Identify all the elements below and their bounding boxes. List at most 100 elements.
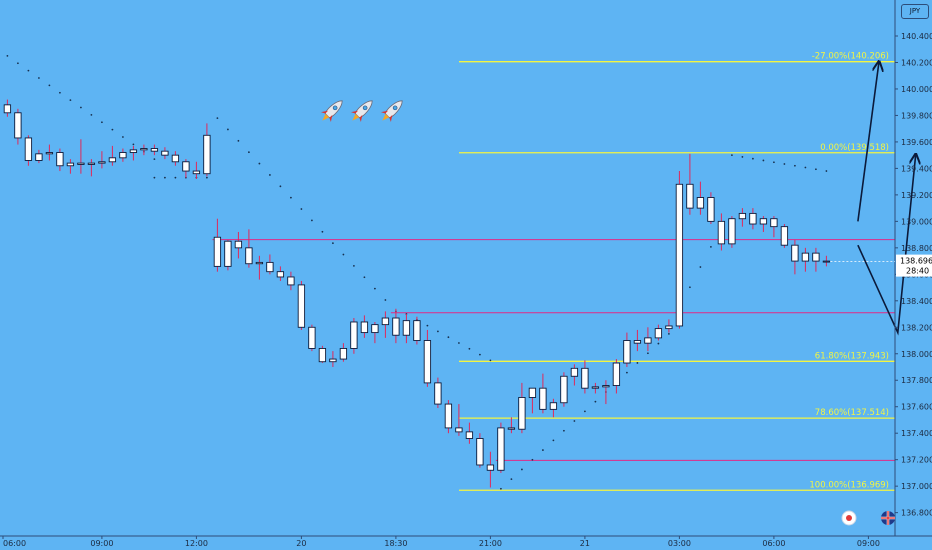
candle-body[interactable] <box>182 161 190 172</box>
candle-body[interactable] <box>696 197 705 209</box>
candle-body[interactable] <box>255 261 264 265</box>
price-tick-label: 140.000 <box>901 85 932 94</box>
candle-body[interactable] <box>329 358 337 363</box>
candle-body[interactable] <box>581 367 589 389</box>
drawn-arrow[interactable] <box>857 62 879 222</box>
price-tick-label: 137.800 <box>901 376 932 385</box>
candle-body[interactable] <box>297 284 306 328</box>
candle-body[interactable] <box>392 317 400 336</box>
candle-body[interactable] <box>245 247 253 265</box>
candle-body[interactable] <box>140 148 148 151</box>
candle-body[interactable] <box>171 154 180 163</box>
candle-body[interactable] <box>203 134 211 175</box>
flag-icon[interactable] <box>881 511 895 525</box>
candle-body[interactable] <box>675 183 684 327</box>
candle-body[interactable] <box>623 340 631 364</box>
candle-body[interactable] <box>770 218 778 228</box>
candle-body[interactable] <box>801 252 810 262</box>
price-tick-label: 137.200 <box>901 456 932 465</box>
drawn-arrow[interactable] <box>857 155 916 336</box>
candle-body[interactable] <box>476 438 484 466</box>
candle-body[interactable] <box>528 387 537 398</box>
candle-body[interactable] <box>549 402 558 410</box>
candle-body[interactable] <box>318 348 327 363</box>
rocket-fin <box>389 114 393 123</box>
candle-body[interactable] <box>56 152 64 167</box>
candle-body[interactable] <box>14 112 22 139</box>
candle-body[interactable] <box>360 321 369 334</box>
candle-body[interactable] <box>371 324 379 334</box>
candle-body[interactable] <box>77 162 85 165</box>
candle-body[interactable] <box>749 212 757 225</box>
rocket-window <box>392 105 398 111</box>
sar-dot <box>594 400 597 403</box>
candle-body[interactable] <box>602 385 610 388</box>
candle-body[interactable] <box>759 218 768 225</box>
candle-body[interactable] <box>266 261 274 273</box>
candle-body[interactable] <box>507 427 516 430</box>
candle-body[interactable] <box>738 212 747 220</box>
candle-body[interactable] <box>308 326 316 349</box>
sar-dot <box>710 245 712 248</box>
candle-body[interactable] <box>45 152 54 155</box>
price-tick-label: 140.400 <box>901 32 932 41</box>
candle-body[interactable] <box>539 387 547 410</box>
record-icon[interactable] <box>841 510 857 526</box>
candle-body[interactable] <box>350 321 358 349</box>
candle-body[interactable] <box>413 320 421 341</box>
candle-body[interactable] <box>465 431 474 439</box>
sar-dot <box>59 91 61 94</box>
candle-body[interactable] <box>87 162 96 165</box>
candle-body[interactable] <box>339 348 348 360</box>
candle-body[interactable] <box>644 337 652 344</box>
candle-body[interactable] <box>791 244 799 262</box>
candle-body[interactable] <box>192 170 201 175</box>
sar-dot <box>794 164 796 167</box>
candle-body[interactable] <box>35 153 43 161</box>
candle-body[interactable] <box>381 317 390 326</box>
candle-body[interactable] <box>717 220 726 245</box>
candle-body[interactable] <box>66 162 75 167</box>
price-tick-label: 139.800 <box>901 111 932 120</box>
candle-body[interactable] <box>455 427 463 433</box>
candle-body[interactable] <box>108 157 117 163</box>
candle-body[interactable] <box>560 375 568 404</box>
candle-body[interactable] <box>633 340 642 344</box>
candle-body[interactable] <box>150 148 159 152</box>
candle-body[interactable] <box>812 252 820 262</box>
candle-body[interactable] <box>570 367 579 377</box>
candle-body[interactable] <box>518 397 526 430</box>
candle-body[interactable] <box>224 240 232 267</box>
candle-body[interactable] <box>402 320 411 336</box>
candle-body[interactable] <box>444 403 453 429</box>
candle-body[interactable] <box>213 236 222 267</box>
candle-body[interactable] <box>434 382 442 405</box>
candle-body[interactable] <box>612 362 621 386</box>
candle-body[interactable] <box>129 149 138 153</box>
candle-body[interactable] <box>287 276 295 286</box>
candle-body[interactable] <box>707 197 715 222</box>
candle-body[interactable] <box>591 386 600 389</box>
candle-body[interactable] <box>497 427 505 471</box>
sar-dot <box>552 439 555 442</box>
sar-dot <box>500 487 502 490</box>
candle-body[interactable] <box>822 260 831 263</box>
candle-body[interactable] <box>276 271 285 278</box>
candle-body[interactable] <box>423 340 432 384</box>
candle-body[interactable] <box>234 240 243 249</box>
candle-body[interactable] <box>24 137 33 161</box>
candle-body[interactable] <box>3 104 12 114</box>
candle-body[interactable] <box>98 161 106 164</box>
candle-body[interactable] <box>665 325 673 330</box>
candle-body[interactable] <box>780 226 789 246</box>
candle-body[interactable] <box>161 150 169 156</box>
candle-body[interactable] <box>654 328 663 339</box>
candle-body[interactable] <box>119 152 127 159</box>
currency-label[interactable]: JPY <box>901 4 929 19</box>
candle-body[interactable] <box>486 464 495 471</box>
price-tick-label: 138.800 <box>901 244 932 253</box>
candle-body[interactable] <box>686 183 694 209</box>
candle-body[interactable] <box>728 218 736 245</box>
